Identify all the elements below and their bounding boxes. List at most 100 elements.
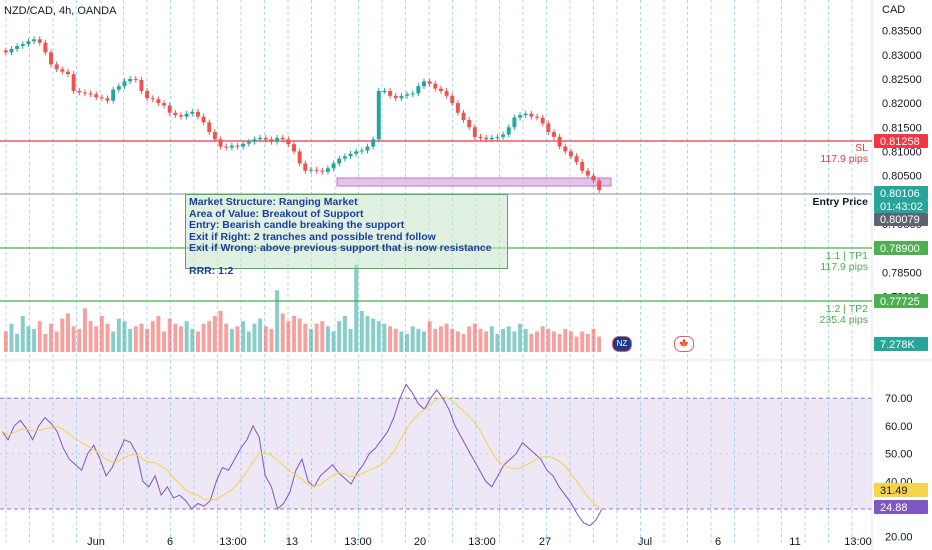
candle-body <box>190 111 195 114</box>
rsi-ma-line <box>1 396 603 511</box>
volume-bar <box>529 334 534 352</box>
volume-bar <box>388 326 393 352</box>
candle-body <box>252 139 257 142</box>
entry-price-tag-bg <box>874 186 928 200</box>
trade-annotation[interactable]: Market Structure: Ranging Market Area of… <box>185 194 508 277</box>
candle-body <box>167 105 172 113</box>
volume-bar <box>303 323 308 352</box>
candle-body <box>308 169 313 171</box>
volume-bar <box>325 326 330 352</box>
candle-body <box>568 151 573 157</box>
rsi-tick-label: 60.00 <box>885 421 913 433</box>
candle-body <box>258 137 263 140</box>
tp1-price-tag-bg <box>874 241 928 255</box>
candle-body <box>184 113 189 117</box>
candle-body <box>212 132 217 140</box>
volume-bar <box>314 323 319 352</box>
volume-bar <box>3 331 8 352</box>
volume-bar <box>82 308 87 352</box>
candle-body <box>557 136 562 147</box>
candle-body <box>546 123 551 133</box>
time-axis-label: 20 <box>414 536 426 548</box>
candle-body <box>303 163 308 171</box>
volume-bar <box>263 326 268 352</box>
price-tick-label: 0.78500 <box>882 267 922 279</box>
volume-bar <box>563 328 568 352</box>
candle-body <box>3 50 8 53</box>
price-tick-label: 0.83500 <box>882 26 922 38</box>
sl-price-tag: 0.81258 <box>880 136 920 148</box>
volume-bar <box>43 334 48 352</box>
volume-bar <box>523 328 528 352</box>
candle-body <box>94 94 99 98</box>
volume-bar <box>218 310 223 352</box>
candle-body <box>523 113 528 116</box>
candle-body <box>133 78 138 80</box>
volume-bar <box>568 331 573 352</box>
candle-body <box>286 139 291 145</box>
volume-bar <box>122 321 127 352</box>
candle-body <box>229 145 234 148</box>
candle-body <box>416 86 421 94</box>
candle-body <box>580 162 585 171</box>
candle-body <box>269 139 274 142</box>
volume-bar <box>71 326 76 352</box>
volume-bar <box>179 326 183 352</box>
candle-body <box>111 89 116 101</box>
candle-body <box>275 137 280 142</box>
candle-body <box>60 69 65 72</box>
volume-bar <box>331 331 336 352</box>
candle-body <box>195 111 200 117</box>
volume-bar <box>66 313 70 352</box>
candle-body <box>489 137 494 140</box>
rsi-tick-label: 50.00 <box>885 449 913 461</box>
price-tick-label: 0.83000 <box>882 50 922 62</box>
candle-body <box>472 127 477 137</box>
candle-body <box>376 91 381 140</box>
volume-bar <box>506 326 511 352</box>
time-axis-label: 27 <box>539 536 551 548</box>
volume-bar <box>580 331 585 352</box>
volume-bar <box>472 323 477 352</box>
candle-body <box>292 144 297 152</box>
currency-label: CAD <box>882 4 906 16</box>
candle-body <box>235 145 240 147</box>
volume-bar <box>99 316 104 352</box>
candle-body <box>179 115 183 117</box>
tp1-price-tag: 0.78900 <box>880 243 920 255</box>
candle-body <box>359 150 364 152</box>
volume-bar <box>450 328 455 352</box>
candle-body <box>314 169 319 171</box>
volume-bar <box>156 316 161 352</box>
candle-body <box>325 168 330 172</box>
candle-body <box>9 48 14 53</box>
volume-bar <box>376 321 381 352</box>
candle-body <box>444 91 449 96</box>
ca-event-flag-icon[interactable]: 🍁 <box>674 336 694 352</box>
volume-bar <box>94 326 99 352</box>
volume-bar <box>359 310 364 352</box>
candle-body <box>224 146 229 148</box>
volume-bar <box>77 328 82 352</box>
price-tick-label: 0.81000 <box>882 146 922 158</box>
volume-bar <box>275 290 280 352</box>
volume-bar <box>145 328 150 352</box>
candle-body <box>88 93 93 95</box>
volume-bar <box>405 334 410 352</box>
support-zone <box>336 177 612 187</box>
time-axis-label: 13:00 <box>219 536 247 548</box>
volume-bar <box>382 323 387 352</box>
time-axis-label: 11 <box>789 536 800 548</box>
volume-bar <box>399 331 404 352</box>
candle-body <box>484 137 489 140</box>
volume-bar <box>49 323 54 352</box>
volume-bar <box>184 321 189 352</box>
chart-title[interactable]: NZD/CAD, 4h, OANDA <box>4 5 117 17</box>
volume-bar <box>342 316 347 352</box>
candle-body <box>382 91 387 92</box>
volume-bar <box>478 328 483 352</box>
volume-bar <box>212 316 217 352</box>
nz-event-flag-icon[interactable]: NZ <box>612 336 632 352</box>
